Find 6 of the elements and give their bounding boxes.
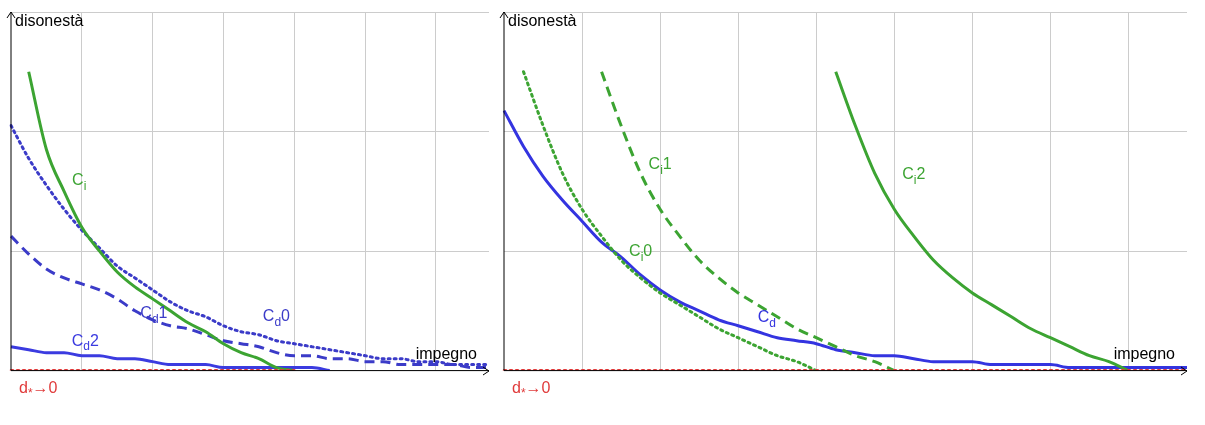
series-label: d*→0	[19, 378, 58, 401]
y-axis-title: disonestà	[508, 12, 577, 29]
y-axis-title: disonestà	[15, 12, 84, 29]
x-axis-title: impegno	[415, 344, 478, 362]
series-label: d*→0	[512, 378, 551, 401]
x-axis-title: impegno	[1113, 344, 1176, 362]
